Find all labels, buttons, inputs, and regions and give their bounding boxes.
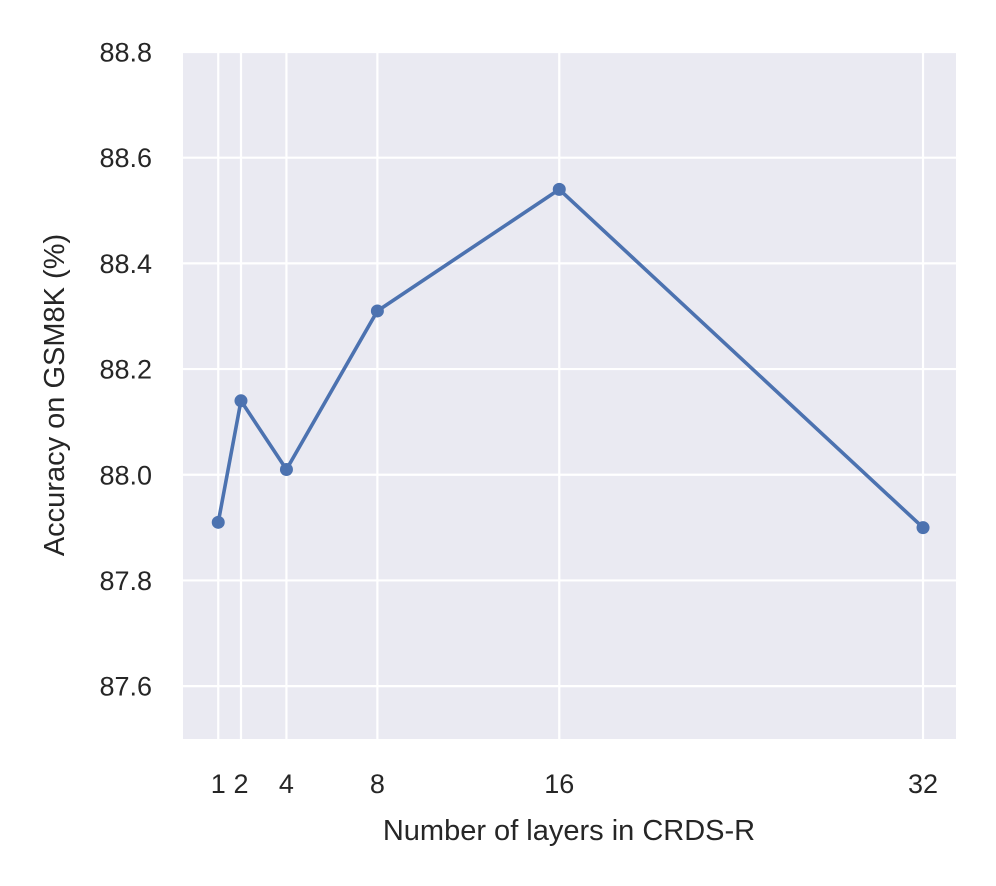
y-tick-label: 88.0 [99, 460, 152, 490]
series-line [216, 187, 925, 530]
data-point [211, 515, 225, 529]
x-tick-label: 2 [233, 769, 248, 799]
data-point [234, 394, 248, 408]
x-tick-label: 1 [211, 769, 226, 799]
data-point [279, 462, 293, 476]
x-tick-label: 32 [908, 769, 938, 799]
data-point [552, 182, 566, 196]
y-tick-label: 87.8 [99, 566, 152, 596]
y-tick-label: 88.4 [99, 249, 152, 279]
data-point [916, 521, 930, 535]
y-tick-label: 88.6 [99, 143, 152, 173]
data-point [370, 304, 384, 318]
plot-background [183, 52, 956, 739]
y-axis-label: Accuracy on GSM8K (%) [39, 234, 71, 556]
x-axis-label: Number of layers in CRDS-R [383, 815, 755, 847]
x-tick-label: 16 [544, 769, 574, 799]
x-tick-label: 4 [279, 769, 294, 799]
data-series [211, 182, 930, 535]
y-tick-label: 87.6 [99, 672, 152, 702]
tick-labels: 87.6 87.8 88.0 88.2 88.4 88.6 88.8 1 2 4 8 16 32 [99, 38, 938, 800]
y-tick-label: 88.8 [99, 38, 152, 68]
x-tick-label: 8 [370, 769, 385, 799]
y-tick-label: 88.2 [99, 355, 152, 385]
grid-lines [183, 50, 956, 739]
